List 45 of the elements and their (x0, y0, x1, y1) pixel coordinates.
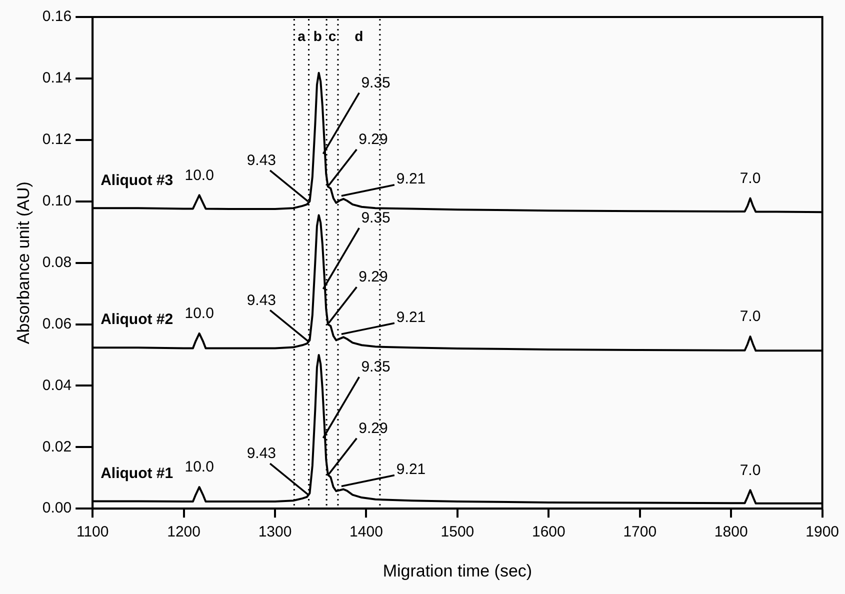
y-tick-label: 0.06 (42, 315, 72, 332)
annotation: 7.0 (740, 462, 761, 479)
annotation: 9.43 (246, 445, 276, 462)
annotation: 9.43 (246, 152, 276, 170)
y-tick-label: 0.02 (42, 438, 72, 456)
legend-label: Aliquot #2 (100, 311, 174, 328)
annotation: 9.21 (396, 170, 426, 188)
x-tick-label: 1600 (532, 524, 566, 541)
annotation: 9.43 (246, 292, 276, 309)
x-tick-label: 1400 (350, 524, 383, 541)
annotation: 10.0 (184, 166, 214, 184)
x-tick-label: 1500 (440, 524, 474, 541)
annotation: 9.35 (361, 358, 390, 376)
x-tick-label: 1800 (714, 524, 748, 541)
y-tick-label: 0.16 (42, 8, 72, 26)
annotation: 9.21 (396, 308, 426, 326)
ref-line-label: d (354, 28, 364, 44)
annotation: 9.29 (358, 420, 388, 437)
x-tick-label: 1700 (623, 524, 657, 541)
annotation: 7.0 (740, 308, 761, 326)
y-axis-title: Absorbance unit (AU) (14, 182, 33, 344)
series-label: Aliquot #3 (100, 172, 174, 189)
y-tick-label: 0.08 (42, 254, 72, 271)
annotation: 7.0 (740, 170, 761, 187)
annotation: 9.21 (396, 460, 426, 478)
y-tick-label: 0.00 (42, 500, 72, 517)
annotation: 9.35 (361, 210, 390, 227)
x-tick-label: 1900 (806, 524, 840, 541)
y-tick-label: 0.10 (42, 192, 72, 210)
x-axis-title: Migration time (sec) (382, 561, 532, 580)
x-tick-label: 1100 (76, 524, 109, 541)
y-tick-label: 0.12 (42, 131, 72, 148)
ref-line-label: a (298, 28, 306, 44)
annotation: 9.29 (358, 268, 388, 286)
annotation: 9.29 (358, 131, 388, 148)
y-tick-label: 0.14 (42, 70, 72, 87)
series-label: Aliquot #1 (100, 464, 174, 482)
annotation: 10.0 (184, 458, 214, 476)
ref-line-label: c (328, 28, 336, 44)
x-tick-label: 1200 (167, 524, 200, 541)
annotation: 10.0 (184, 305, 214, 322)
ref-line-label: b (313, 28, 322, 44)
x-tick-label: 1300 (258, 524, 292, 541)
annotation: 9.35 (361, 74, 390, 92)
y-tick-label: 0.04 (42, 376, 72, 394)
